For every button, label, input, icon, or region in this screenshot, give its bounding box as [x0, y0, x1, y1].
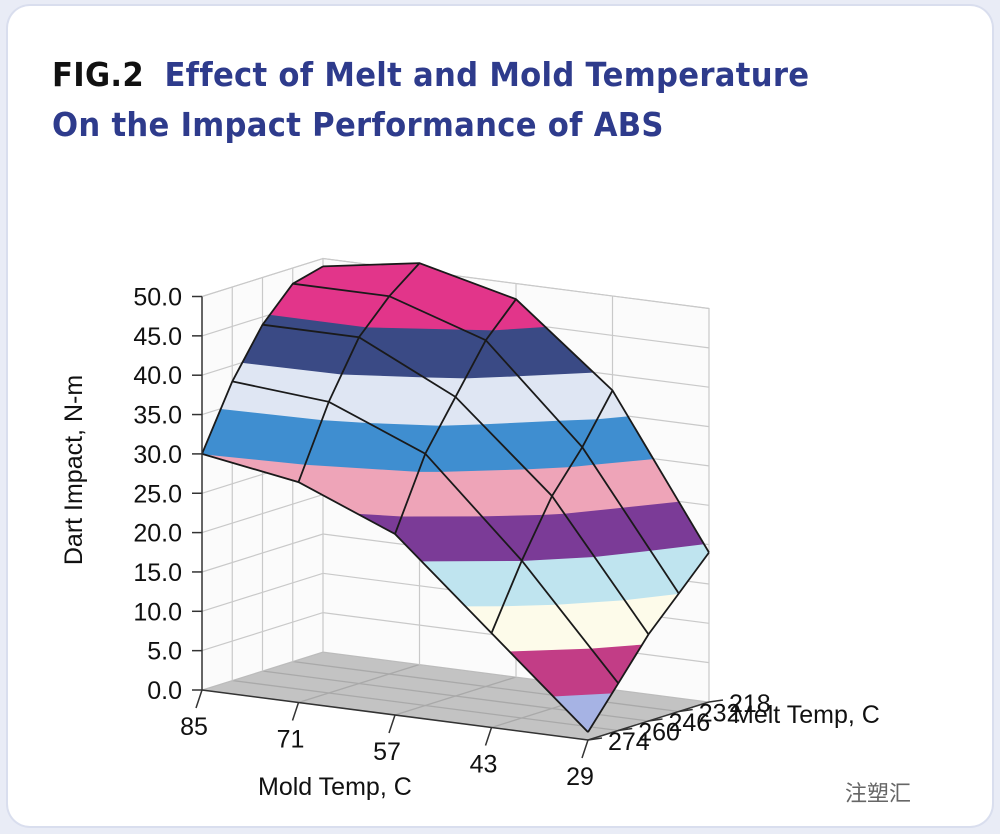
z-tick-label: 30.0 [133, 441, 182, 469]
x-tick-mark [484, 727, 493, 746]
z-tick-label: 45.0 [133, 323, 182, 351]
z-tick-label: 10.0 [133, 598, 182, 626]
z-axis-label: Dart Impact, N-m [60, 375, 88, 565]
surface-mesh-lines [201, 262, 710, 733]
x-tick-mark [195, 689, 203, 709]
x-tick-mark [291, 702, 300, 721]
y-tick-label: 232 [699, 700, 741, 728]
y-tick-mark [678, 708, 693, 713]
y-tick-label: 246 [669, 709, 711, 737]
y-tick-label: 260 [638, 719, 680, 747]
z-tick-label: 5.0 [147, 638, 182, 666]
title-line-2: On the Impact Performance of ABS [52, 105, 664, 144]
x-tick-label: 29 [566, 763, 594, 791]
y-tick-mark [708, 699, 724, 703]
y-tick-label: 218 [729, 690, 771, 718]
axis-labels: Dart Impact, N-m Mold Temp, C Melt Temp,… [60, 375, 880, 801]
axes: 0.0 5.0 10.0 15.0 20.0 25.0 30.0 35.0 40.0 45.0 50… [133, 284, 770, 792]
mesh-line [297, 262, 421, 483]
z-tick-label: 40.0 [133, 362, 182, 390]
y-tick-mark [648, 718, 663, 722]
figure-label: FIG.2 [52, 55, 144, 94]
z-tick-label: 50.0 [133, 284, 182, 312]
z-tick-label: 0.0 [147, 677, 182, 705]
x-tick-mark [581, 739, 589, 759]
mesh-line [201, 265, 324, 455]
title-line-1: Effect of Melt and Mold Temperature [164, 55, 810, 94]
x-tick-label: 43 [470, 751, 498, 779]
z-tick-label: 20.0 [133, 520, 182, 548]
x-tick-mark [388, 714, 396, 734]
x-tick-label: 71 [277, 726, 305, 754]
y-tick-mark [587, 737, 603, 741]
y-axis-label: Melt Temp, C [733, 701, 880, 729]
mesh-line [587, 551, 710, 733]
chart-title: FIG.2 Effect of Melt and Mold Temperature… [52, 50, 809, 150]
z-tick-label: 35.0 [133, 402, 182, 430]
z-tick-label: 15.0 [133, 559, 182, 587]
z-tick-label: 25.0 [133, 480, 182, 508]
surface-patches [201, 262, 710, 733]
floor-grid-line [394, 676, 517, 716]
y-tick-mark [618, 727, 633, 732]
floor-grid-line [298, 663, 420, 704]
mesh-line [490, 389, 614, 634]
x-tick-label: 57 [373, 738, 401, 766]
y-tick-label: 274 [608, 728, 650, 756]
mesh-line [394, 298, 517, 535]
wall-grid-line [201, 257, 710, 310]
x-tick-label: 85 [180, 713, 208, 741]
watermark: 注塑汇 [845, 781, 912, 806]
x-axis-label: Mold Temp, C [258, 773, 412, 801]
